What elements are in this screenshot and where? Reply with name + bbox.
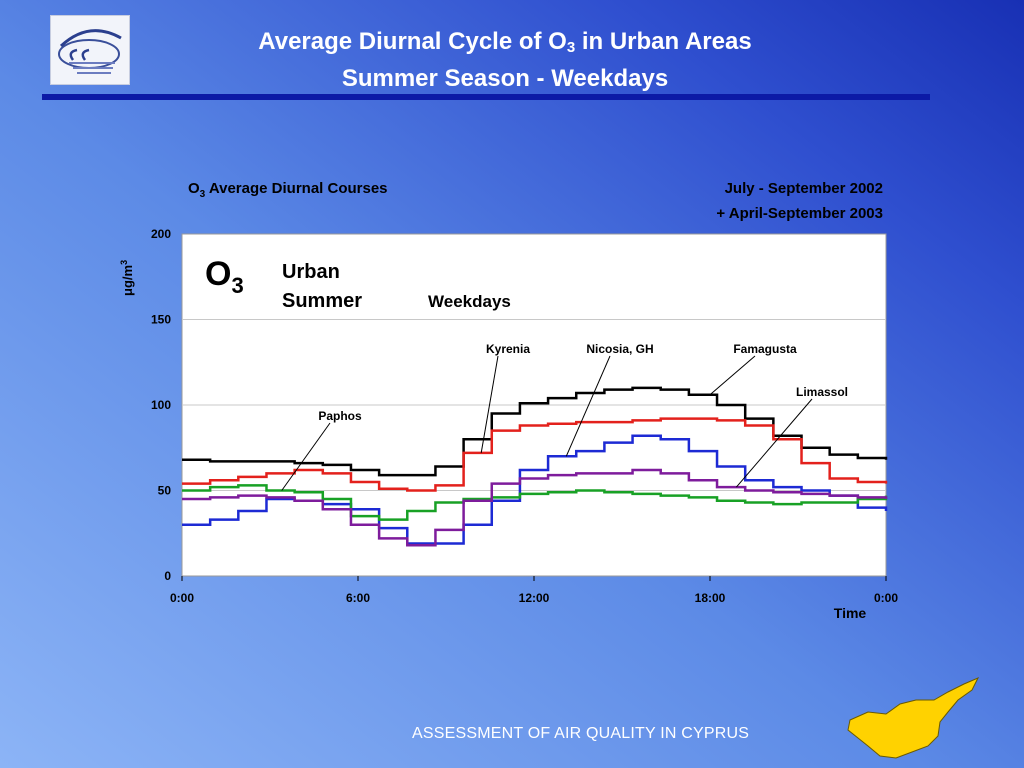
x-tick-label: 18:00 bbox=[695, 591, 726, 605]
panel-pollutant-label: O3 bbox=[205, 255, 244, 298]
panel-urban-label: Urban bbox=[282, 261, 340, 283]
title-divider bbox=[42, 94, 930, 100]
slide-title-line2: Summer Season - Weekdays bbox=[341, 65, 669, 92]
x-tick-label: 12:00 bbox=[519, 591, 550, 605]
annotation-label: Paphos bbox=[318, 409, 362, 423]
panel-summer-label: Summer bbox=[282, 290, 362, 312]
annotation-leader bbox=[480, 355, 499, 453]
logo-emblem-icon bbox=[58, 29, 122, 74]
y-tick-label: 0 bbox=[164, 569, 171, 583]
title-text: Average Diurnal Cycle of O bbox=[258, 28, 567, 55]
slide-title-line1: Average Diurnal Cycle of O3 in Urban Are… bbox=[150, 26, 860, 63]
series-line-paphos bbox=[182, 484, 888, 521]
annotation-leader bbox=[281, 422, 331, 491]
x-tick-label: 6:00 bbox=[346, 591, 370, 605]
annotation-leader bbox=[736, 398, 813, 488]
title-text-end: in Urban Areas bbox=[575, 28, 752, 55]
y-axis-label: μg/m3 bbox=[119, 260, 135, 296]
y-tick-label: 50 bbox=[158, 484, 172, 498]
annotation-leader bbox=[709, 355, 756, 396]
chart-header-left: O3 Average Diurnal Courses bbox=[188, 180, 388, 200]
chart-header-period-1: July - September 2002 bbox=[725, 180, 883, 197]
cyprus-map-icon bbox=[847, 677, 980, 759]
annotation-label: Nicosia, GH bbox=[586, 342, 653, 356]
y-tick-label: 200 bbox=[151, 227, 171, 241]
annotation-label: Limassol bbox=[796, 385, 848, 399]
y-tick-label: 150 bbox=[151, 313, 171, 327]
panel-weekdays-label: Weekdays bbox=[428, 292, 511, 311]
title-subscript: 3 bbox=[566, 39, 576, 56]
x-tick-label: 0:00 bbox=[170, 591, 194, 605]
slide-title: Average Diurnal Cycle of O3 in Urban Are… bbox=[150, 26, 860, 94]
chart-header-period-2: + April-September 2003 bbox=[716, 205, 883, 222]
annotation-label: Famagusta bbox=[733, 342, 797, 356]
ministry-logo bbox=[50, 15, 130, 85]
y-tick-label: 100 bbox=[151, 398, 171, 412]
annotation-label: Kyrenia bbox=[486, 342, 530, 356]
x-tick-label: 0:00 bbox=[874, 591, 898, 605]
series-line-famagusta bbox=[182, 386, 888, 477]
series-line-limassol bbox=[182, 468, 888, 547]
x-axis-label: Time bbox=[834, 605, 867, 621]
footer-text: ASSESSMENT OF AIR QUALITY IN CYPRUS bbox=[412, 725, 750, 742]
annotation-leader bbox=[565, 355, 611, 457]
series-line-kyrenia bbox=[182, 417, 888, 492]
